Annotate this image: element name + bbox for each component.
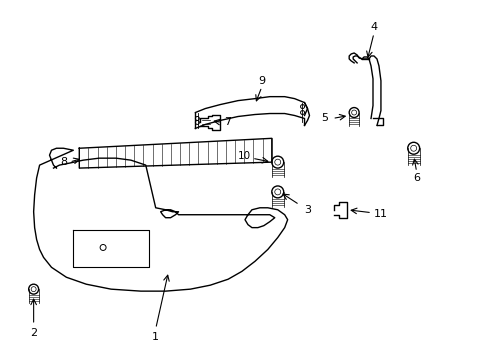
Text: 10: 10 xyxy=(237,151,250,161)
Text: 8: 8 xyxy=(60,157,67,167)
Text: 7: 7 xyxy=(224,117,231,127)
Text: 4: 4 xyxy=(370,22,377,32)
Text: 2: 2 xyxy=(30,328,37,338)
Text: 5: 5 xyxy=(320,113,327,123)
Text: 3: 3 xyxy=(304,205,310,215)
Text: 1: 1 xyxy=(152,332,159,342)
Text: 6: 6 xyxy=(412,173,419,183)
Text: 9: 9 xyxy=(258,76,265,86)
Text: 11: 11 xyxy=(373,209,387,219)
